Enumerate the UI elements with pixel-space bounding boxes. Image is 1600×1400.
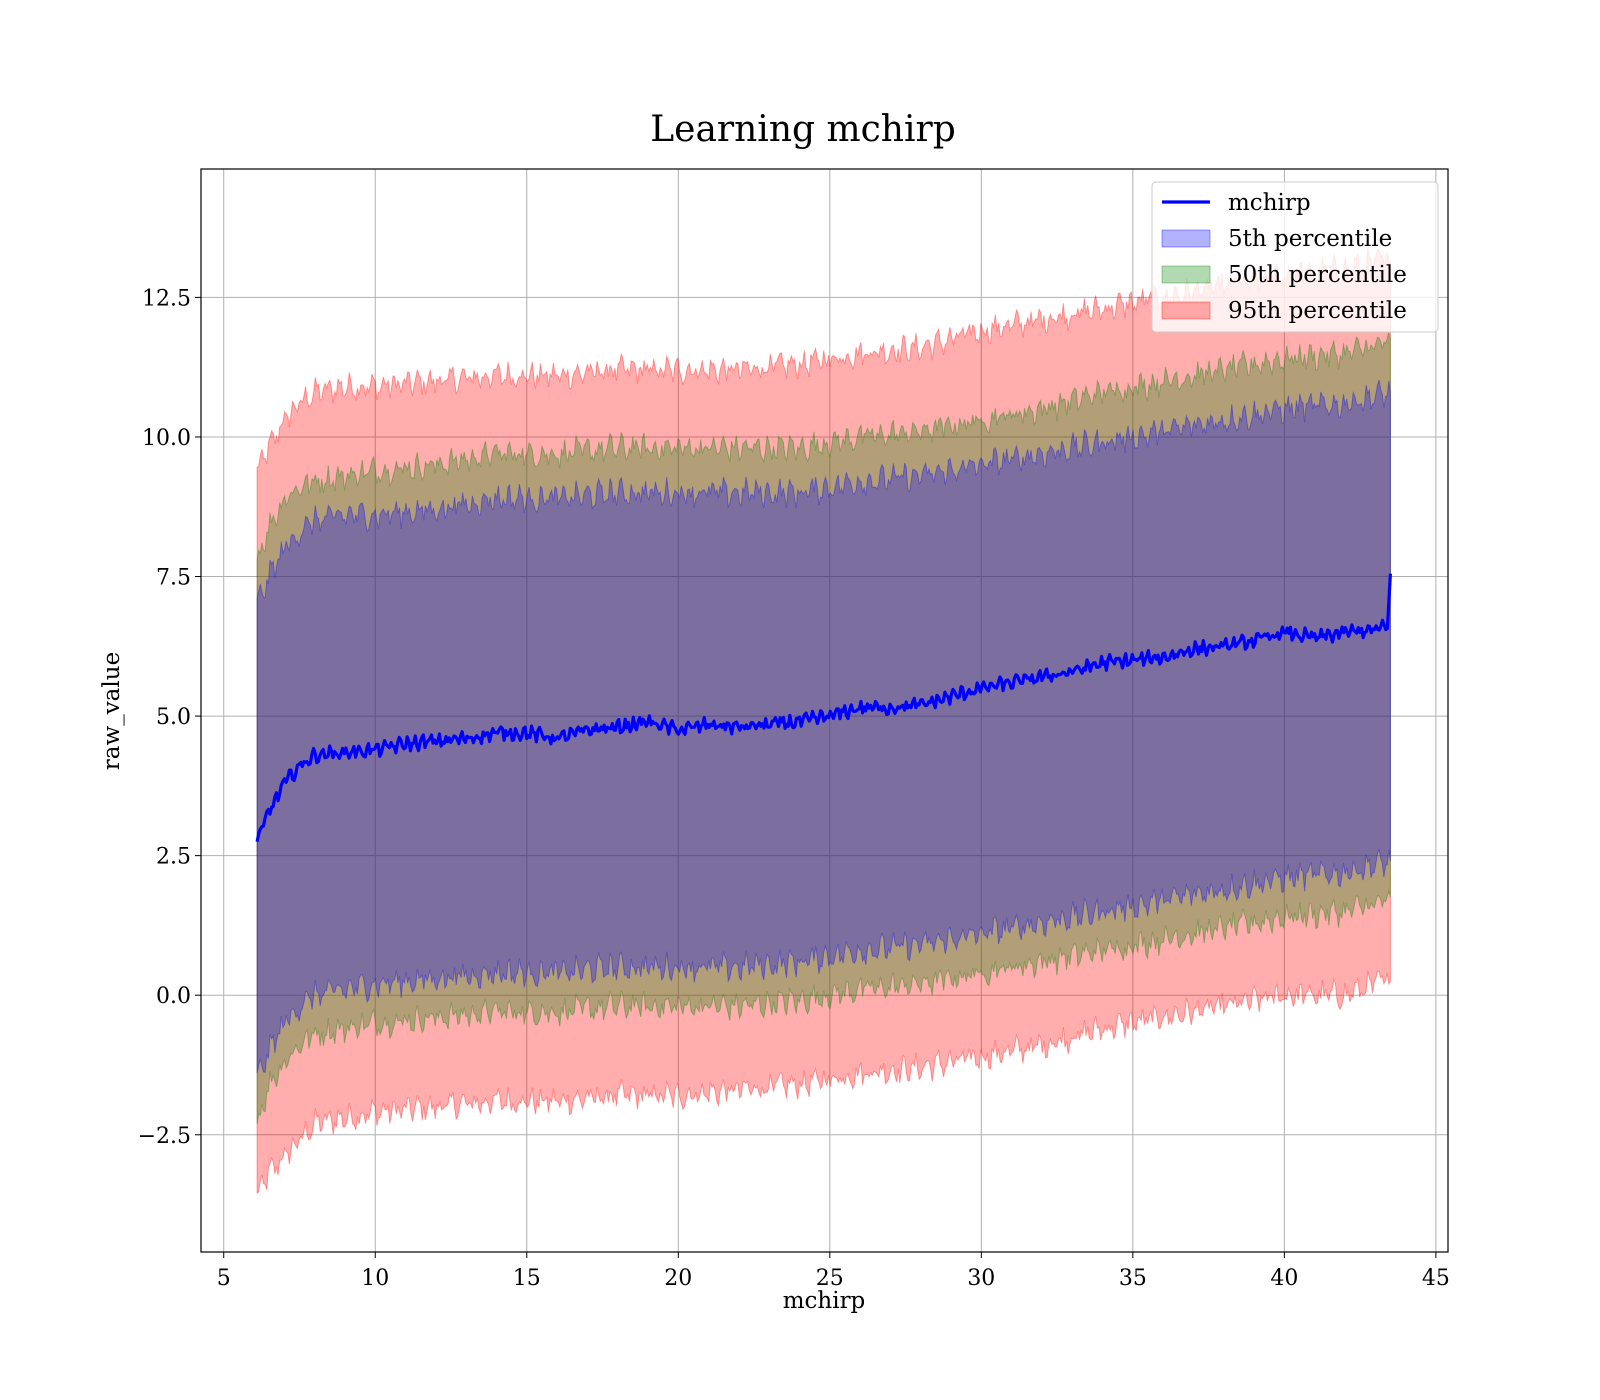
x-tick-label: 35 bbox=[1119, 1266, 1147, 1291]
y-tick-label: 2.5 bbox=[156, 845, 191, 870]
legend-label: 95th percentile bbox=[1228, 298, 1407, 324]
series-line-mchirp bbox=[255, 573, 1392, 843]
legend: mchirp 5th percentile 50th percentile 95th … bbox=[1151, 181, 1439, 333]
legend-label: mchirp bbox=[1228, 190, 1311, 216]
x-axis-label: mchirp bbox=[783, 1288, 866, 1314]
legend-box bbox=[1151, 181, 1439, 333]
legend-swatch bbox=[1161, 301, 1211, 320]
legend-swatch bbox=[1161, 265, 1211, 284]
plot-frame bbox=[200, 168, 1449, 1253]
x-tick-label: 45 bbox=[1422, 1266, 1450, 1291]
band-50th-percentile bbox=[256, 332, 1391, 1125]
y-ticks: −2.5 0.0 2.5 5.0 7.5 10.0 12.5 bbox=[138, 286, 201, 1149]
band-5th-percentile bbox=[256, 379, 1391, 1074]
x-tick-label: 30 bbox=[967, 1266, 995, 1291]
x-tick-label: 5 bbox=[217, 1266, 231, 1291]
x-tick-label: 20 bbox=[664, 1266, 692, 1291]
x-tick-label: 40 bbox=[1270, 1266, 1298, 1291]
bands bbox=[256, 247, 1391, 1195]
legend-swatch bbox=[1161, 229, 1211, 248]
grid bbox=[201, 169, 1448, 1252]
y-tick-label: 10.0 bbox=[142, 426, 191, 451]
chart-title: Learning mchirp bbox=[650, 109, 956, 150]
y-axis-label: raw_value bbox=[99, 652, 125, 770]
y-tick-label: 5.0 bbox=[156, 705, 191, 730]
x-ticks: 5 10 15 20 25 30 35 40 45 bbox=[217, 1252, 1450, 1291]
y-tick-label: 7.5 bbox=[156, 566, 191, 591]
x-tick-label: 25 bbox=[816, 1266, 844, 1291]
x-tick-label: 15 bbox=[513, 1266, 541, 1291]
y-tick-label: 0.0 bbox=[156, 984, 191, 1009]
lines bbox=[255, 573, 1392, 843]
x-tick-label: 10 bbox=[361, 1266, 389, 1291]
y-tick-label: 12.5 bbox=[142, 286, 191, 311]
legend-label: 5th percentile bbox=[1228, 226, 1392, 252]
y-tick-label: −2.5 bbox=[138, 1124, 191, 1149]
legend-label: 50th percentile bbox=[1228, 262, 1407, 288]
